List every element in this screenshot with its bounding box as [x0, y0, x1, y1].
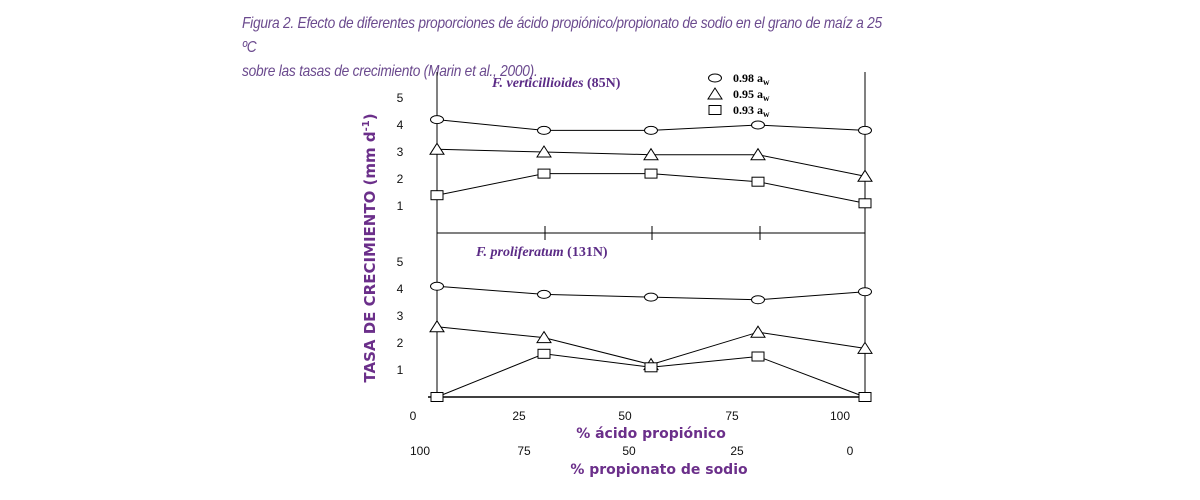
data-point-square [644, 168, 658, 179]
data-point-circle [430, 115, 444, 125]
data-point-square [858, 198, 872, 209]
data-point-triangle [643, 147, 659, 161]
x-tick-label-primary: 0 [410, 409, 417, 423]
y-axis-title: TASA DE CRECIMIENTO (mm d-1) [361, 113, 379, 382]
plot-frame [428, 72, 866, 398]
data-point-square [537, 348, 551, 359]
data-point-triangle [429, 319, 445, 333]
x-axis-title-primary: % ácido propiónico [576, 426, 726, 442]
y-axis-title-superscript: -1 [361, 120, 372, 131]
data-point-square [751, 176, 765, 187]
data-point-triangle [536, 330, 552, 344]
x-axis: 0 25 50 75 100 100 75 50 25 0 % ácido propiónico % … [410, 409, 854, 478]
panel-2: 1 2 3 4 5 F. proliferatum (131N) [397, 245, 873, 402]
data-point-circle [644, 125, 658, 135]
legend-label: 0.98 aw [733, 71, 770, 87]
x-tick-label-secondary: 50 [622, 444, 636, 458]
legend-label-text: 0.95 a [733, 87, 763, 101]
legend-label-text: 0.98 a [733, 71, 763, 85]
y-tick-label: 1 [397, 363, 404, 377]
data-point-triangle [857, 169, 873, 182]
data-point-circle [644, 292, 658, 302]
data-point-circle [537, 125, 551, 135]
caption-line-2: sobre las tasas de crecimiento (Marin et… [242, 63, 538, 80]
legend-label: 0.93 aw [733, 103, 770, 119]
panel-title-strain: (131N) [564, 245, 608, 260]
y-tick-label: 3 [397, 309, 404, 323]
data-point-triangle [857, 341, 873, 354]
data-point-triangle [750, 325, 766, 338]
data-point-circle [751, 120, 765, 130]
data-point-circle [537, 289, 551, 299]
data-point-square [644, 362, 658, 373]
data-point-square [537, 168, 551, 179]
data-point-triangle [429, 142, 445, 155]
y-axis-title-main: TASA DE CRECIMIENTO (mm d [361, 131, 379, 382]
data-point-circle [858, 125, 872, 135]
data-point-square [430, 190, 444, 201]
legend-label-subscript: w [763, 109, 770, 119]
x-tick-label-secondary: 25 [730, 444, 744, 458]
x-tick-label-secondary: 75 [517, 444, 531, 458]
y-tick-label: 2 [397, 336, 404, 350]
data-point-square [858, 392, 872, 402]
legend-marker-triangle [707, 87, 723, 100]
panel-title-strain: (85N) [584, 76, 621, 91]
legend-label-subscript: w [763, 93, 770, 103]
data-point-square [751, 351, 765, 362]
y-tick-label: 2 [397, 172, 404, 186]
data-point-triangle [536, 145, 552, 158]
y-tick-label: 5 [397, 255, 404, 269]
panel-title-species: F. verticillioides [491, 76, 584, 91]
chart-panels: 1 2 3 4 5 F. verticillioides (85N) 1 2 3 4 5 F. pro… [397, 76, 873, 402]
chart-legend: 0.98 aw0.95 aw0.93 aw [707, 71, 770, 119]
x-tick-label-primary: 75 [725, 409, 739, 423]
x-tick-label-primary: 50 [618, 409, 632, 423]
legend-marker-square [708, 105, 722, 115]
panel-1: 1 2 3 4 5 F. verticillioides (85N) [397, 76, 873, 213]
y-tick-label: 3 [397, 145, 404, 159]
x-tick-label-primary: 100 [830, 409, 850, 423]
x-tick-label-primary: 25 [512, 409, 526, 423]
y-axis-title-end: ) [361, 113, 379, 120]
panel-title: F. proliferatum (131N) [475, 245, 608, 260]
data-point-square [430, 392, 444, 402]
y-tick-label: 1 [397, 199, 404, 213]
figure-caption: Figura 2. Efecto de diferentes proporcio… [242, 12, 896, 84]
x-tick-label-secondary: 100 [410, 444, 430, 458]
caption-line-1: Figura 2. Efecto de diferentes proporcio… [242, 15, 882, 56]
legend-label-text: 0.93 a [733, 103, 763, 117]
data-point-triangle [750, 147, 766, 161]
legend-marker-circle [708, 73, 722, 83]
y-tick-label: 4 [397, 282, 404, 296]
panel-title: F. verticillioides (85N) [491, 76, 621, 91]
legend-label: 0.95 aw [733, 87, 770, 103]
x-axis-title-secondary: % propionato de sodio [570, 462, 748, 478]
y-tick-label: 4 [397, 118, 404, 132]
panel-title-species: F. proliferatum [475, 245, 564, 260]
data-point-circle [751, 295, 765, 305]
data-point-circle [858, 287, 872, 297]
x-tick-label-secondary: 0 [847, 444, 854, 458]
y-tick-label: 5 [397, 91, 404, 105]
legend-label-subscript: w [763, 77, 770, 87]
data-point-circle [430, 281, 444, 291]
